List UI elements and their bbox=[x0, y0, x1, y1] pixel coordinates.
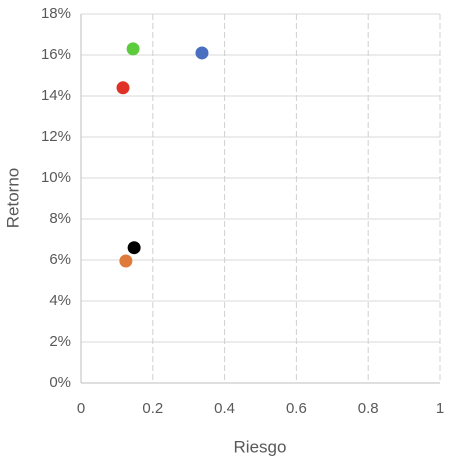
y-tick-label: 14% bbox=[41, 87, 71, 104]
point bbox=[126, 42, 140, 56]
x-tick-label: 0 bbox=[77, 400, 85, 417]
y-tick-label: 2% bbox=[49, 333, 71, 350]
y-tick-label: 12% bbox=[41, 128, 71, 145]
y-tick-label: 0% bbox=[49, 374, 71, 391]
x-axis-title: Riesgo bbox=[234, 437, 287, 456]
point bbox=[116, 81, 130, 95]
y-tick-label: 8% bbox=[49, 210, 71, 227]
x-tick-label: 0.2 bbox=[142, 400, 163, 417]
x-tick-label: 0.8 bbox=[358, 400, 379, 417]
x-tick-label: 0.4 bbox=[214, 400, 235, 417]
point bbox=[127, 241, 141, 255]
x-tick-label: 1 bbox=[436, 400, 444, 417]
y-axis-title: Retorno bbox=[3, 168, 22, 228]
y-tick-label: 4% bbox=[49, 292, 71, 309]
y-tick-label: 18% bbox=[41, 5, 71, 22]
point bbox=[195, 46, 209, 60]
x-tick-label: 0.6 bbox=[286, 400, 307, 417]
y-tick-label: 16% bbox=[41, 46, 71, 63]
point bbox=[119, 254, 133, 268]
y-tick-label: 6% bbox=[49, 251, 71, 268]
y-tick-label: 10% bbox=[41, 169, 71, 186]
